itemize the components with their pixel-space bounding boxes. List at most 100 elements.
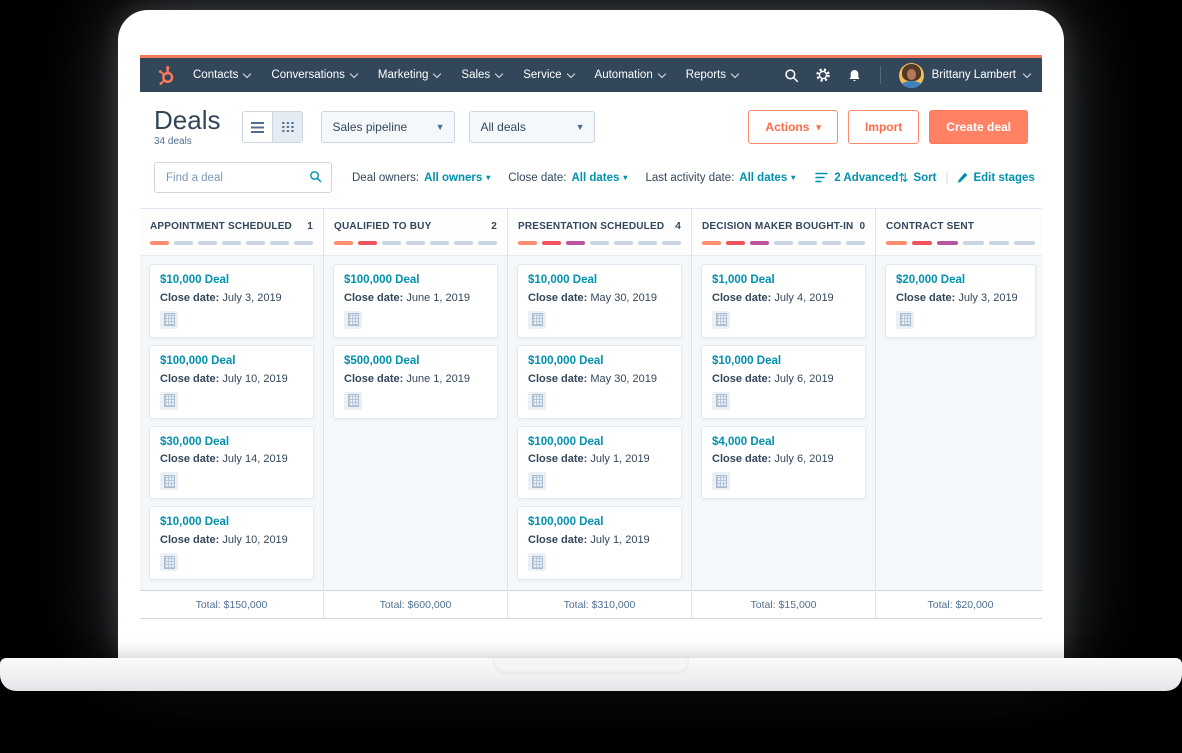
deal-card[interactable]: $10,000 Deal Close date: May 30, 2019 [517,264,682,338]
caret-down-icon: ▾ [486,173,491,182]
deal-owners-dropdown[interactable]: All owners ▾ [424,171,491,184]
user-menu[interactable]: Brittany Lambert [898,62,1032,88]
search-icon[interactable] [309,170,322,186]
search-icon[interactable] [784,68,799,83]
deal-title-link[interactable]: $100,000 Deal [160,354,236,367]
close-date-label: Close date: [160,453,220,466]
create-deal-button[interactable]: Create deal [929,110,1028,144]
actions-button-label: Actions [765,120,810,134]
company-icon [528,472,546,491]
deal-title-link[interactable]: $20,000 Deal [896,274,966,286]
deal-title-link[interactable]: $100,000 Deal [528,435,604,448]
company-icon [160,391,178,410]
close-date-value: July 4, 2019 [774,291,834,304]
deal-title-link[interactable]: $100,000 Deal [528,354,604,367]
stage-progress-segment [988,241,1010,245]
nav-item-marketing[interactable]: Marketing [378,69,442,81]
nav-item-label: Reports [685,69,727,81]
company-icon [160,310,178,329]
deal-card[interactable]: $100,000 Deal Close date: July 10, 2019 [149,344,314,419]
stage-total: Total: $150,000 [140,590,323,618]
advanced-filters-link[interactable]: 2 Advanced [815,172,898,184]
stage-progress-segment [174,241,193,245]
deal-close-date: Close date: June 1, 2019 [344,292,487,304]
deal-card[interactable]: $10,000 Deal Close date: July 3, 2019 [149,264,314,338]
close-date-dropdown[interactable]: All dates ▾ [571,171,628,184]
laptop-notch [493,658,689,674]
close-date-label: Close date: [508,171,567,184]
sort-button[interactable]: ⇅ Sort [898,170,937,185]
nav-item-contacts[interactable]: Contacts [193,69,252,81]
advanced-filters-label: 2 Advanced [834,171,899,184]
deal-card[interactable]: $1,000 Deal Close date: July 4, 2019 [701,264,866,338]
deal-title-link[interactable]: $1,000 Deal [712,274,775,286]
edit-stages-button[interactable]: Edit stages [957,172,1035,184]
nav-item-reports[interactable]: Reports [685,69,740,81]
nav-item-conversations[interactable]: Conversations [271,69,359,81]
nav-item-label: Automation [594,69,653,81]
deal-title-link[interactable]: $10,000 Deal [528,274,598,286]
pipeline-select[interactable]: Sales pipeline ▼ [321,111,456,143]
stage-progress-segment [198,241,217,245]
deal-card[interactable]: $4,000 Deal Close date: July 6, 2019 [701,425,866,500]
deal-title-link[interactable]: $10,000 Deal [160,274,230,286]
close-date-label: Close date: [528,372,588,385]
deal-title-link[interactable]: $30,000 Deal [160,435,230,448]
stage-progress-segment [270,241,289,245]
deal-card[interactable]: $20,000 Deal Close date: July 3, 2019 [885,264,1036,338]
stage-count: 1 [307,221,313,232]
board-view-button[interactable] [272,112,303,142]
stage-name: CONTRACT SENT [886,221,975,232]
nav-item-service[interactable]: Service [523,69,575,81]
deal-title-link[interactable]: $10,000 Deal [160,516,230,529]
deal-search-input[interactable] [164,170,309,185]
stage-progress-segment [222,241,241,245]
deals-view-select[interactable]: All deals ▼ [469,111,596,143]
chevron-down-icon [243,69,252,78]
deal-card[interactable]: $100,000 Deal Close date: May 30, 2019 [517,344,682,419]
close-date-value: May 30, 2019 [590,372,658,385]
deal-card[interactable]: $100,000 Deal Close date: July 1, 2019 [517,506,682,581]
stage-progress-segment [963,241,984,245]
deal-card[interactable]: $100,000 Deal Close date: July 1, 2019 [517,425,682,500]
stage-progress-segment [614,241,633,245]
deal-card[interactable]: $30,000 Deal Close date: July 14, 2019 [149,425,314,500]
deal-title-link[interactable]: $500,000 Deal [344,354,420,367]
actions-button[interactable]: Actions ▾ [748,110,838,144]
list-view-button[interactable] [243,112,273,142]
deal-card[interactable]: $10,000 Deal Close date: July 6, 2019 [701,344,866,419]
deal-card[interactable]: $100,000 Deal Close date: June 1, 2019 [333,264,498,338]
last-activity-dropdown[interactable]: All dates ▾ [739,171,796,184]
bell-icon[interactable] [847,68,862,83]
stage-progress-segment [406,241,425,245]
close-date-label: Close date: [712,291,772,304]
caret-down-icon: ▼ [435,122,445,132]
deal-close-date: Close date: July 6, 2019 [712,373,855,385]
nav-item-automation[interactable]: Automation [594,69,666,81]
stage-progress-segment [798,241,817,245]
deal-card[interactable]: $10,000 Deal Close date: July 10, 2019 [149,506,314,581]
import-button[interactable]: Import [847,110,920,144]
close-date-label: Close date: [712,372,772,385]
close-date-value: July 3, 2019 [222,291,282,304]
deal-title-link[interactable]: $10,000 Deal [712,354,782,367]
deal-card[interactable]: $500,000 Deal Close date: June 1, 2019 [333,344,498,419]
stage-progress-segment [937,241,959,245]
close-date-value: July 6, 2019 [774,372,834,385]
deals-board: APPOINTMENT SCHEDULED 1 $10,000 Deal Clo… [140,208,1042,619]
stage-count: 4 [675,221,681,232]
deal-title-link[interactable]: $4,000 Deal [712,435,775,448]
close-date-label: Close date: [896,291,956,304]
close-date-label: Close date: [528,534,588,547]
gear-icon[interactable] [815,67,831,83]
stage-progress-segment [246,241,265,245]
close-date-label: Close date: [344,291,404,304]
stage-progress-segment [846,241,865,245]
hubspot-logo-icon[interactable] [156,65,177,86]
deal-title-link[interactable]: $100,000 Deal [528,516,604,529]
close-date-label: Close date: [712,453,772,466]
nav-item-sales[interactable]: Sales [461,69,504,81]
caret-down-icon: ▾ [791,173,796,182]
stage-progress-segment [542,241,561,245]
deal-title-link[interactable]: $100,000 Deal [344,274,420,286]
